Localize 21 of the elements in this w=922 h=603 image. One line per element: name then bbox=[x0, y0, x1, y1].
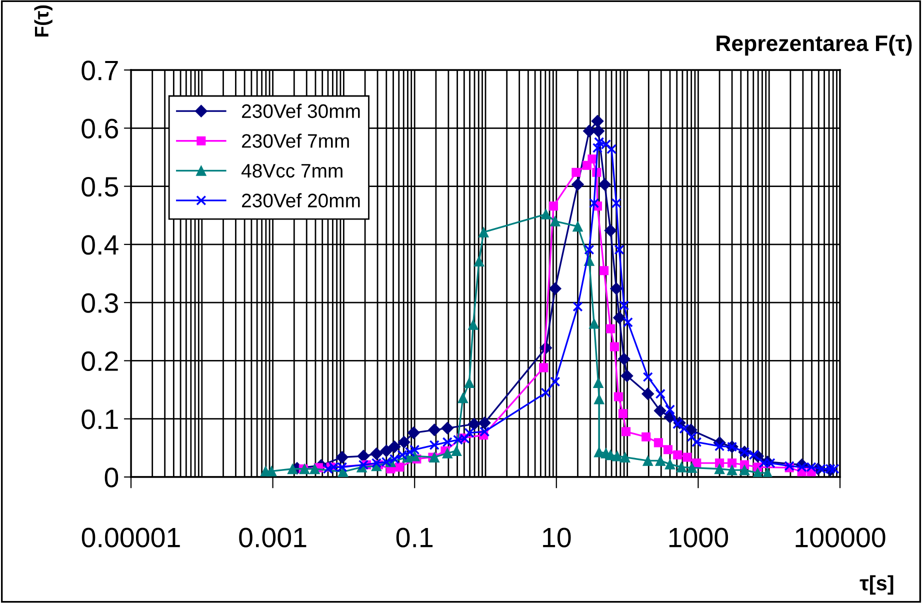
chart-title: Reprezentarea F(τ) bbox=[716, 34, 912, 56]
x-tick-label: 0.1 bbox=[396, 528, 433, 548]
x-tick-label: 100000 bbox=[796, 528, 886, 548]
y-tick-label: 0.7 bbox=[82, 60, 118, 80]
x-tick-label: 0.001 bbox=[239, 528, 306, 548]
legend-label: 230Vef 7mm bbox=[242, 134, 349, 148]
legend-label: 230Vef 20mm bbox=[242, 193, 360, 208]
x-tick-label: 1000 bbox=[669, 528, 728, 548]
y-tick-label: 0 bbox=[104, 468, 118, 488]
y-tick-label: 0.5 bbox=[82, 176, 118, 197]
x-tick-label: 0.00001 bbox=[82, 528, 180, 548]
legend-label: 230Vef 30mm bbox=[242, 104, 360, 118]
x-tick-label: 10 bbox=[543, 528, 571, 548]
y-tick-label: 0.3 bbox=[82, 293, 118, 313]
y-tick-label: 0.1 bbox=[82, 410, 118, 430]
y-axis-title: F(τ) bbox=[34, 5, 52, 37]
y-tick-label: 0.4 bbox=[82, 235, 118, 255]
y-tick-label: 0.2 bbox=[82, 351, 118, 372]
y-tick-label: 0.6 bbox=[82, 118, 118, 138]
x-axis-title: τ[s] bbox=[860, 575, 894, 595]
legend-label: 48Vcc 7mm bbox=[241, 164, 342, 178]
